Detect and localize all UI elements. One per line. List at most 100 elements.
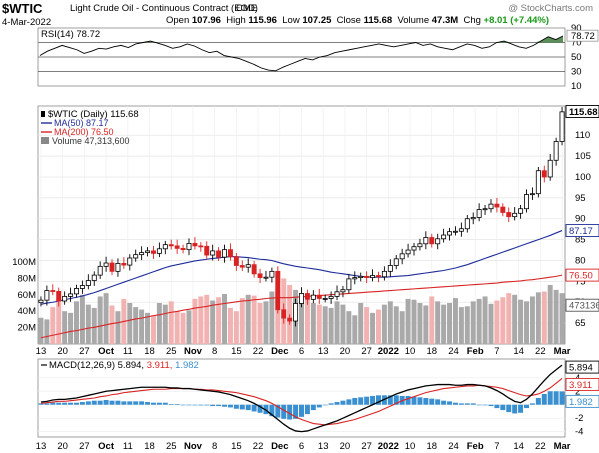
macd-x-tick-10: 22 — [253, 441, 264, 452]
candle-body — [139, 252, 145, 256]
candle-body — [293, 303, 299, 322]
volume-bar — [79, 294, 85, 344]
price-tick-95: 95 — [575, 193, 586, 204]
macd-histogram-bar — [334, 402, 340, 405]
volume-tick-1: 80M — [18, 273, 37, 284]
price-tick-100: 100 — [575, 172, 591, 183]
macd-x-tick-20: Feb — [467, 441, 484, 452]
macd-value-tag: 5.894 — [569, 363, 593, 374]
price-x-tick-12: 6 — [299, 346, 304, 357]
volume-bar — [145, 312, 151, 344]
macd-histogram-bar — [423, 398, 429, 405]
open-label: Open — [166, 15, 190, 26]
candle-body — [275, 270, 281, 311]
candle-body — [121, 263, 127, 266]
price-x-tick-14: 20 — [340, 346, 351, 357]
volume-bar — [263, 301, 269, 344]
volume-bar — [352, 315, 358, 344]
ma200-legend: MA(200) 76.50 — [54, 127, 114, 137]
candle-body — [417, 243, 423, 248]
macd-histogram-bar — [133, 401, 139, 405]
candle-body — [299, 293, 304, 304]
candle-body — [506, 212, 512, 218]
candle-body — [174, 245, 180, 249]
price-x-tick-8: 8 — [212, 346, 217, 357]
price-x-tick-18: 18 — [426, 346, 437, 357]
candle-body — [470, 217, 476, 220]
volume-bar — [109, 305, 115, 344]
macd-histogram-bar — [518, 404, 524, 413]
volume-bar — [375, 309, 381, 344]
macd-histogram-bar — [121, 401, 127, 405]
candle-body — [310, 294, 316, 300]
volume-bar — [127, 303, 133, 344]
candle-body — [62, 295, 68, 302]
volume-bar — [358, 303, 364, 344]
rsi-legend: RSI(14) 78.72 — [41, 29, 100, 40]
candle-body — [269, 270, 275, 278]
macd-histogram-bar — [145, 402, 151, 405]
volume-bar — [156, 303, 162, 344]
candle-body — [399, 253, 405, 260]
volume-bar — [97, 296, 103, 344]
macd-histogram-bar — [535, 398, 541, 405]
volume-bar — [210, 300, 216, 344]
macd-histogram-bar — [227, 404, 233, 408]
volume-bar — [506, 293, 512, 344]
candle-body — [180, 247, 186, 251]
macd-legend-value: 5.894, — [118, 360, 147, 371]
candle-body — [233, 256, 239, 266]
candle-body — [115, 263, 121, 272]
candle-body — [381, 270, 387, 278]
macd-x-tick-17: 10 — [405, 441, 416, 452]
candle-body — [85, 280, 91, 286]
macd-panel-frame — [37, 358, 566, 438]
price-x-tick-22: 14 — [513, 346, 524, 357]
volume-bar — [447, 303, 453, 344]
symbol-title: $WTIC — [2, 1, 43, 16]
candle-body — [168, 244, 174, 247]
candle-body — [405, 249, 411, 255]
volume-bar — [115, 311, 121, 344]
volume-bar — [269, 291, 275, 344]
volume-bar — [239, 298, 245, 344]
candle-body — [127, 257, 133, 266]
candle-body — [441, 234, 447, 240]
candle-body — [423, 237, 429, 245]
macd-histogram-bar — [524, 404, 529, 409]
candle-body — [239, 265, 245, 268]
macd-x-tick-4: 11 — [123, 441, 133, 452]
rsi-tick-70: 70 — [571, 38, 582, 49]
macd-x-tick-7: Nov — [184, 441, 203, 452]
price-tick-75: 75 — [575, 276, 586, 287]
signal-value-tag: 3.911 — [569, 380, 592, 391]
candle-body — [524, 194, 529, 210]
macd-histogram-bar — [251, 404, 257, 412]
candle-body — [56, 290, 62, 302]
candle-body — [186, 242, 192, 251]
macd-histogram-bar — [68, 402, 74, 405]
volume-bar — [346, 311, 352, 344]
volume-legend: Volume 47,313,600 — [52, 136, 130, 146]
candle-body — [535, 170, 541, 195]
macd-histogram-bar — [38, 403, 44, 405]
volume-bar — [524, 301, 529, 344]
macd-histogram-bar — [447, 401, 453, 405]
price-x-tick-9: 15 — [231, 346, 242, 357]
price-x-tick-23: 22 — [535, 346, 546, 357]
candle-body — [553, 141, 559, 161]
macd-x-tick-21: 7 — [494, 441, 499, 452]
macd-histogram-bar — [340, 400, 346, 405]
candle-body — [74, 288, 79, 295]
candle-body — [150, 250, 156, 254]
price-x-tick-16: 2022 — [378, 346, 399, 357]
price-x-tick-13: 13 — [318, 346, 329, 357]
macd-histogram-bar — [216, 404, 222, 407]
price-x-tick-19: 24 — [448, 346, 459, 357]
ohlc-summary: Open 107.96 High 115.96 Low 107.25 Close… — [166, 15, 549, 26]
macd-histogram-bar — [500, 404, 506, 411]
macd-histogram-bar — [310, 404, 316, 411]
macd-signal-line — [40, 377, 563, 426]
macd-histogram-bar — [198, 404, 204, 406]
